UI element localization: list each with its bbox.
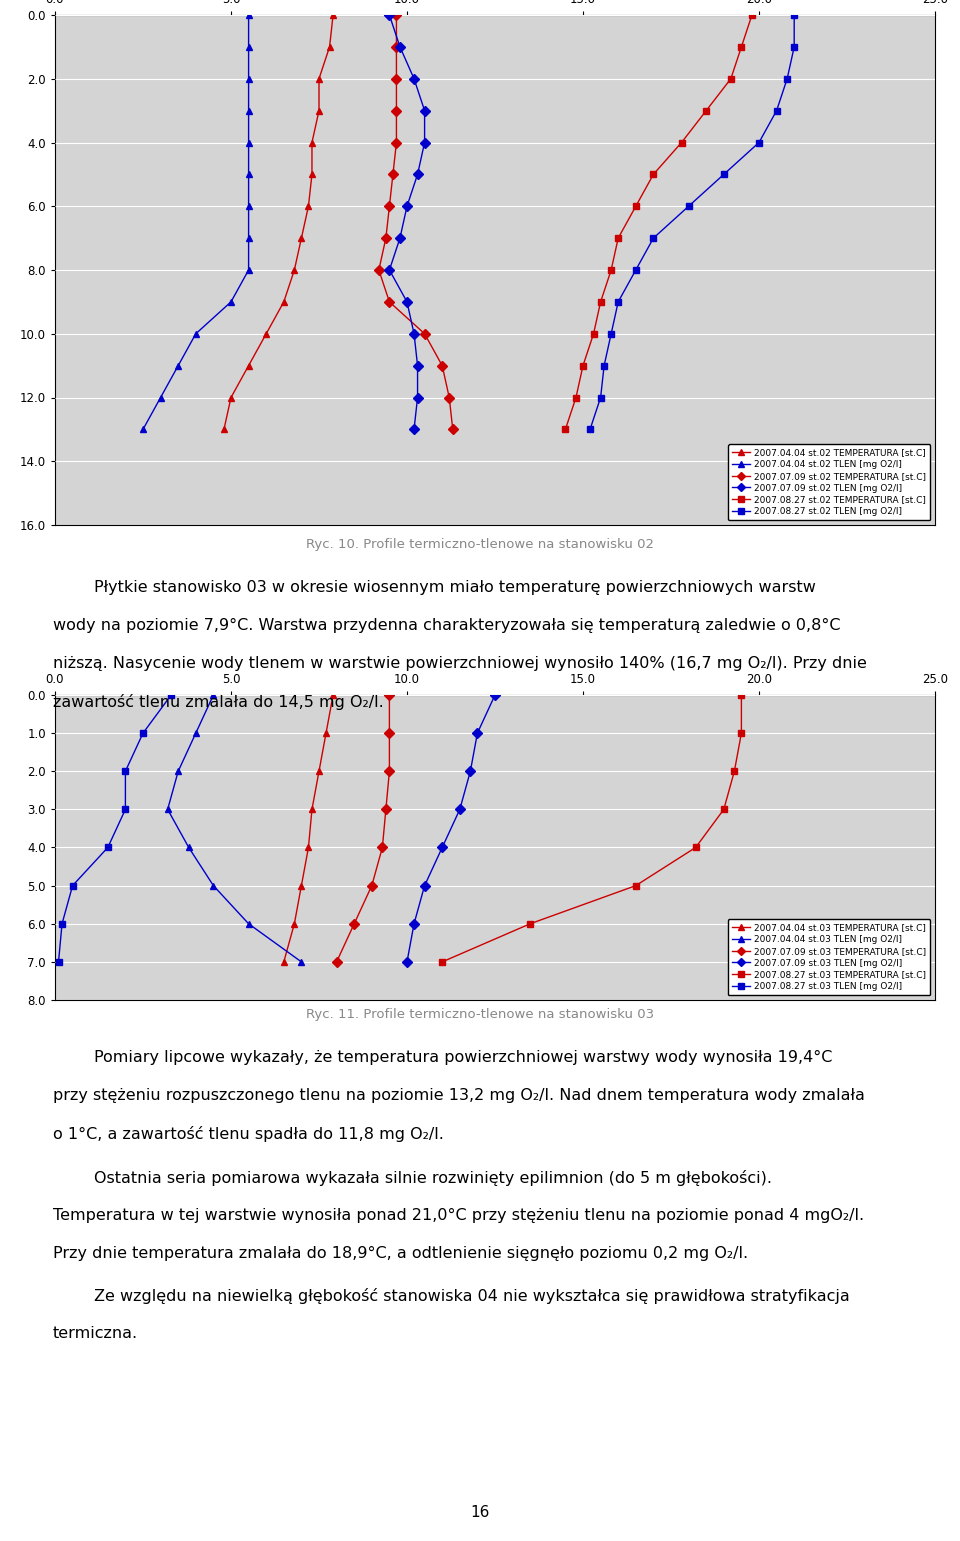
Text: wody na poziomie 7,9°C. Warstwa przydenna charakteryzowała się temperaturą zaled: wody na poziomie 7,9°C. Warstwa przydenn…: [53, 618, 840, 633]
Text: przy stężeniu rozpuszczonego tlenu na poziomie 13,2 mg O₂/l. Nad dnem temperatur: przy stężeniu rozpuszczonego tlenu na po…: [53, 1088, 865, 1103]
Text: 16: 16: [470, 1506, 490, 1519]
Text: zawartość tlenu zmalała do 14,5 mg O₂/l.: zawartość tlenu zmalała do 14,5 mg O₂/l.: [53, 693, 384, 710]
Text: Płytkie stanowisko 03 w okresie wiosennym miało temperaturę powierzchniowych war: Płytkie stanowisko 03 w okresie wiosenny…: [53, 579, 816, 595]
Legend: 2007.04.04 st.02 TEMPERATURA [st.C], 2007.04.04 st.02 TLEN [mg O2/l], 2007.07.09: 2007.04.04 st.02 TEMPERATURA [st.C], 200…: [728, 444, 930, 521]
Text: Pomiary lipcowe wykazały, że temperatura powierzchniowej warstwy wody wynosiła 1: Pomiary lipcowe wykazały, że temperatura…: [53, 1049, 832, 1065]
Text: Przy dnie temperatura zmalała do 18,9°C, a odtlenienie sięgnęło poziomu 0,2 mg O: Przy dnie temperatura zmalała do 18,9°C,…: [53, 1247, 748, 1261]
Text: o 1°C, a zawartość tlenu spadła do 11,8 mg O₂/l.: o 1°C, a zawartość tlenu spadła do 11,8 …: [53, 1126, 444, 1142]
Text: Ryc. 10. Profile termiczno-tlenowe na stanowisku 02: Ryc. 10. Profile termiczno-tlenowe na st…: [306, 538, 654, 552]
Legend: 2007.04.04 st.03 TEMPERATURA [st.C], 2007.04.04 st.03 TLEN [mg O2/l], 2007.07.09: 2007.04.04 st.03 TEMPERATURA [st.C], 200…: [728, 918, 930, 995]
Text: Ryc. 11. Profile termiczno-tlenowe na stanowisku 03: Ryc. 11. Profile termiczno-tlenowe na st…: [306, 1008, 654, 1022]
Text: Ze względu na niewielką głębokość stanowiska 04 nie wykształca się prawidłowa st: Ze względu na niewielką głębokość stanow…: [53, 1288, 850, 1304]
Text: Temperatura w tej warstwie wynosiła ponad 21,0°C przy stężeniu tlenu na poziomie: Temperatura w tej warstwie wynosiła pona…: [53, 1208, 864, 1224]
Text: Ostatnia seria pomiarowa wykazała silnie rozwinięty epilimnion (do 5 m głębokośc: Ostatnia seria pomiarowa wykazała silnie…: [53, 1170, 772, 1187]
Text: niższą. Nasycenie wody tlenem w warstwie powierzchniowej wynosiło 140% (16,7 mg : niższą. Nasycenie wody tlenem w warstwie…: [53, 656, 867, 670]
Text: termiczna.: termiczna.: [53, 1325, 138, 1341]
